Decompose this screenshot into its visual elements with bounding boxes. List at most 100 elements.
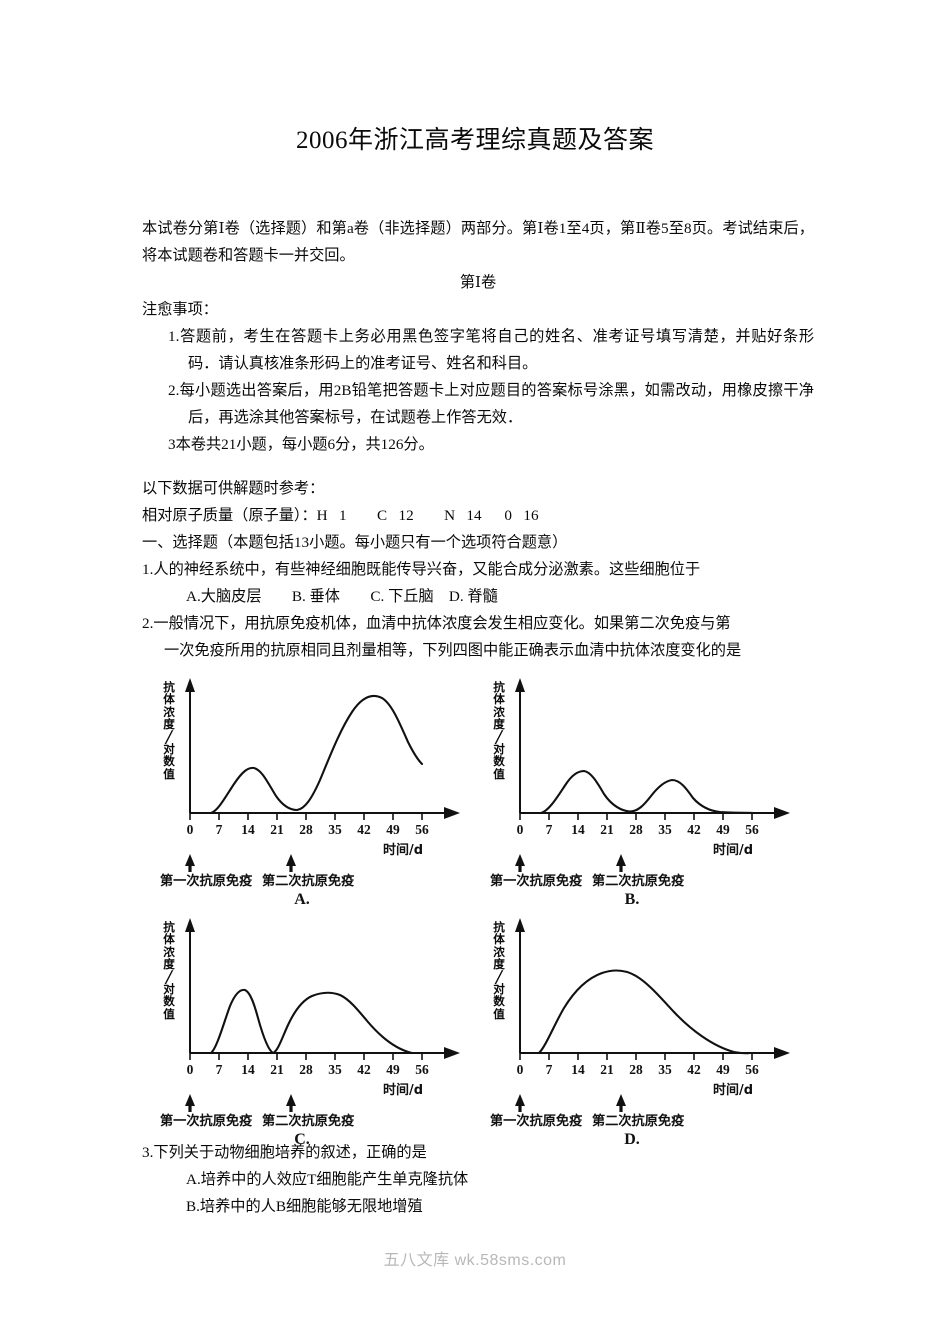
figure-c: 抗体浓度 ╱ 对数值 0 7 xyxy=(150,908,480,1144)
figure-a-injection-arrows xyxy=(185,854,296,872)
question-3-option-a: A.培养中的人效应T细胞能产生单克隆抗体 xyxy=(186,1171,469,1188)
svg-text:0: 0 xyxy=(517,1062,524,1077)
notice-item-3: 3本卷共21小题，每小题6分，共126分。 xyxy=(168,436,434,453)
figure-d-xtick-labels: 0 7 14 21 28 35 42 49 56 xyxy=(517,1062,759,1077)
figure-c-caption: C. xyxy=(294,1131,310,1144)
notice-item-1: 1.答题前，考生在答题卡上务必用黑色签字笔将自己的姓名、准考证号填写清楚，并贴好… xyxy=(168,328,814,372)
svg-text:7: 7 xyxy=(216,1062,223,1077)
figure-a-xtick-labels: 0 7 14 21 28 35 42 49 56 xyxy=(187,822,429,837)
figure-b-ylabel: 抗体浓度 ╱ 对数值 xyxy=(493,681,505,781)
svg-text:42: 42 xyxy=(687,1062,701,1077)
intro-paragraph: 本试卷分第Ⅰ卷（选择题）和第a卷（非选择题）两部分。第Ⅰ卷1至4页，第Ⅱ卷5至8… xyxy=(142,220,814,264)
figure-d-annotation-2: 第二次抗原免疫 xyxy=(592,1112,684,1129)
figure-c-xticks xyxy=(189,1053,423,1060)
figure-d-caption: D. xyxy=(624,1131,640,1144)
svg-text:7: 7 xyxy=(546,1062,553,1077)
figure-b-xticks xyxy=(519,813,753,820)
question-1-option-c: C. 下丘脑 xyxy=(370,588,434,605)
figure-d: 抗体浓度 ╱ 对数值 0 7 xyxy=(480,908,810,1144)
figure-c-plot: 0 7 14 21 28 35 42 49 56 时间/d 第一次抗原免疫 xyxy=(160,918,460,1144)
watermark-url: wk.58sms.com xyxy=(454,1252,567,1269)
notice-item-2: 2.每小题选出答案后，用2B铅笔把答题卡上对应题目的答案标号涂黑，如需改动，用橡… xyxy=(168,382,814,426)
figure-a-curve xyxy=(209,694,424,815)
question-1-option-b: B. 垂体 xyxy=(291,588,340,605)
figure-c-x-arrowhead xyxy=(444,1047,460,1059)
figure-b-y-arrowhead xyxy=(515,678,525,692)
figure-b-plot: 0 7 14 21 28 35 42 49 56 时间/d 第一次抗原免疫 xyxy=(490,678,790,904)
svg-text:14: 14 xyxy=(571,1062,585,1077)
atomic-mass-o: 0 16 xyxy=(504,507,539,524)
atomic-mass-label: 相对原子质量（原子量）： xyxy=(142,507,317,524)
question-2-number: 2. xyxy=(142,615,154,632)
figure-d-annotation-1: 第一次抗原免疫 xyxy=(490,1112,582,1129)
figure-b-x-arrowhead xyxy=(774,807,790,819)
svg-text:7: 7 xyxy=(546,822,553,837)
svg-text:28: 28 xyxy=(629,1062,643,1077)
question-3-block: 3.下列关于动物细胞培养的叙述，正确的是 A.培养中的人效应T细胞能产生单克隆抗… xyxy=(142,1139,814,1220)
figure-a-annotation-1: 第一次抗原免疫 xyxy=(160,872,252,889)
figure-d-xlabel: 时间/d xyxy=(713,1082,753,1098)
watermark-footer: 五八文库 wk.58sms.com xyxy=(0,1246,950,1270)
svg-text:42: 42 xyxy=(357,822,371,837)
svg-text:0: 0 xyxy=(187,1062,194,1077)
figure-b-annotation-2: 第二次抗原免疫 xyxy=(592,872,684,889)
figure-a: 抗体浓度 ╱ 对数值 xyxy=(150,668,480,904)
figure-row-top: 抗体浓度 ╱ 对数值 xyxy=(150,668,818,904)
figure-b-curve xyxy=(539,769,754,815)
question-3-number: 3. xyxy=(142,1144,154,1161)
svg-text:49: 49 xyxy=(386,1062,400,1077)
question-3-option-b: B.培养中的人B细胞能够无限地增殖 xyxy=(186,1198,423,1215)
notice-title: 注愈事项： xyxy=(142,301,218,318)
svg-text:14: 14 xyxy=(241,1062,255,1077)
figure-a-y-arrowhead xyxy=(185,678,195,692)
question-2-stem-line2: 一次免疫所用的抗原相同且剂量相等，下列四图中能正确表示血清中抗体浓度变化的是 xyxy=(164,642,742,659)
page-title: 2006年浙江高考理综真题及答案 xyxy=(295,127,654,154)
svg-text:56: 56 xyxy=(745,1062,759,1077)
document-body: 本试卷分第Ⅰ卷（选择题）和第a卷（非选择题）两部分。第Ⅰ卷1至4页，第Ⅱ卷5至8… xyxy=(142,215,814,664)
figure-group: 抗体浓度 ╱ 对数值 xyxy=(150,668,818,1144)
svg-text:49: 49 xyxy=(716,822,730,837)
figure-c-annotation-1: 第一次抗原免疫 xyxy=(160,1112,252,1129)
figure-b-xtick-labels: 0 7 14 21 28 35 42 49 56 xyxy=(517,822,759,837)
question-2-text-1: 一般情况下，用抗原免疫机体，血清中抗体浓度会发生相应变化。如果第二次免疫与第 xyxy=(153,615,731,632)
question-1-option-a: A.大脑皮层 xyxy=(186,588,262,605)
question-3-stem: 3.下列关于动物细胞培养的叙述，正确的是 xyxy=(142,1139,814,1166)
part-one-heading: 一、选择题（本题包括13小题。每小题只有一个选项符合题意） xyxy=(142,534,568,551)
figure-a-xticks xyxy=(189,813,423,820)
svg-text:42: 42 xyxy=(357,1062,371,1077)
figure-d-y-arrowhead xyxy=(515,918,525,932)
figure-a-ylabel: 抗体浓度 ╱ 对数值 xyxy=(163,681,175,781)
figure-b-injection-arrows xyxy=(515,854,626,872)
figure-a-xlabel: 时间/d xyxy=(383,842,423,858)
atomic-mass-h: H 1 xyxy=(316,507,377,524)
watermark-brand: 五八文库 xyxy=(383,1250,450,1269)
figure-a-annotation-2: 第二次抗原免疫 xyxy=(262,872,354,889)
figure-a-caption: A. xyxy=(294,891,310,904)
question-1-option-d: D. 脊髓 xyxy=(448,588,498,605)
figure-b: 抗体浓度 ╱ 对数值 0 7 xyxy=(480,668,810,904)
figure-d-x-arrowhead xyxy=(774,1047,790,1059)
figure-d-xticks xyxy=(519,1053,753,1060)
figure-c-y-arrowhead xyxy=(185,918,195,932)
atomic-mass-c: C 12 xyxy=(376,507,445,524)
svg-text:21: 21 xyxy=(600,822,614,837)
svg-text:56: 56 xyxy=(415,822,429,837)
svg-text:28: 28 xyxy=(629,822,643,837)
figure-c-curve xyxy=(209,988,414,1055)
svg-text:35: 35 xyxy=(328,822,342,837)
figure-b-annotation-1: 第一次抗原免疫 xyxy=(490,872,582,889)
question-1-options: A.大脑皮层 B. 垂体 C. 下丘脑 D. 脊髓 xyxy=(142,583,814,610)
svg-text:14: 14 xyxy=(571,822,585,837)
question-1-stem: 1.人的神经系统中，有些神经细胞既能传导兴奋，又能合成分泌激素。这些细胞位于 xyxy=(142,556,814,583)
svg-text:49: 49 xyxy=(716,1062,730,1077)
figure-c-ylabel: 抗体浓度 ╱ 对数值 xyxy=(163,921,175,1021)
svg-text:35: 35 xyxy=(328,1062,342,1077)
figure-a-plot: 0 7 14 21 28 35 42 49 56 xyxy=(160,678,460,904)
svg-text:28: 28 xyxy=(299,822,313,837)
svg-text:49: 49 xyxy=(386,822,400,837)
svg-text:35: 35 xyxy=(658,822,672,837)
figure-a-x-arrowhead xyxy=(444,807,460,819)
figure-b-caption: B. xyxy=(625,891,640,904)
atomic-mass-n: N 14 xyxy=(444,507,505,524)
